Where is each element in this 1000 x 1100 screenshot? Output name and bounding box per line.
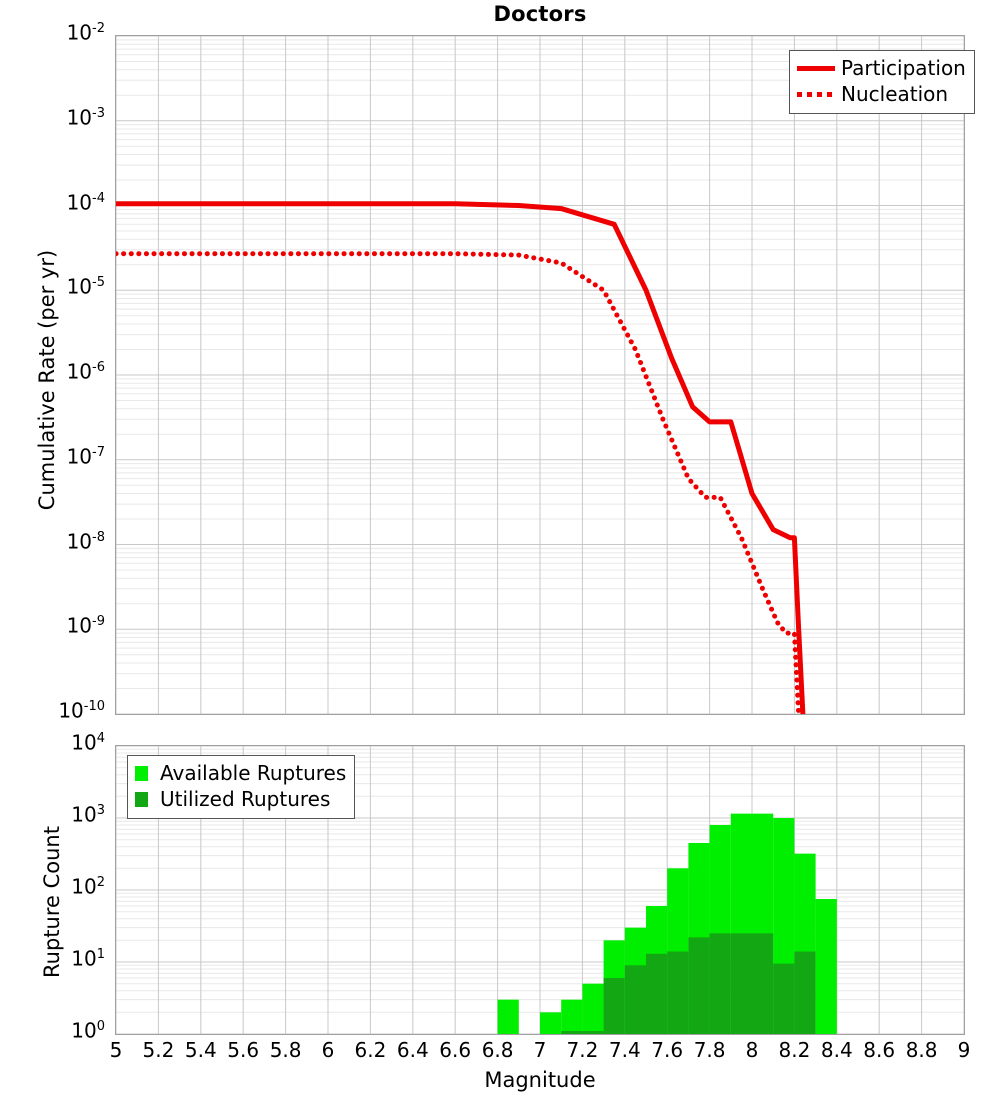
bar-utilized-ruptures (624, 965, 646, 1034)
bar-utilized-ruptures (752, 933, 774, 1034)
bar-utilized-ruptures (730, 933, 752, 1034)
x-tick-label: 9 (957, 1038, 971, 1062)
dotted-line-icon (797, 92, 835, 98)
top-plot-canvas (116, 36, 964, 714)
y-tick-label: 10-5 (66, 274, 105, 299)
color-swatch-icon (135, 792, 157, 808)
y-tick-label: 103 (71, 802, 105, 827)
bar-utilized-ruptures (667, 951, 689, 1034)
y-tick-label: 10-9 (66, 613, 105, 638)
bottom-chart-y-ticks: 104 103 102 101 100 (0, 700, 110, 1100)
bar-utilized-ruptures (794, 951, 816, 1034)
bar-available-ruptures (582, 983, 604, 1034)
bar-utilized-ruptures (646, 953, 668, 1034)
y-tick-label: 10-8 (66, 529, 105, 554)
y-tick-label: 100 (71, 1018, 105, 1043)
bar-utilized-ruptures (773, 963, 795, 1034)
x-tick-label: 7.8 (693, 1038, 726, 1062)
y-tick-label: 10-2 (66, 20, 105, 45)
x-tick-label: 8.6 (863, 1038, 896, 1062)
legend-label: Available Ruptures (160, 761, 347, 785)
legend-label: Participation (841, 56, 966, 80)
x-tick-label: 6.2 (354, 1038, 387, 1062)
bar-utilized-ruptures (561, 1031, 583, 1034)
x-tick-label: 7.4 (608, 1038, 641, 1062)
bar-available-ruptures (815, 899, 837, 1034)
bar-available-ruptures (497, 999, 519, 1034)
solid-line-icon (797, 65, 835, 71)
bar-available-ruptures (561, 999, 583, 1034)
page-title: Doctors (493, 2, 587, 26)
bottom-chart-legend: Available Ruptures Utilized Ruptures (127, 755, 356, 819)
x-tick-label: 5.6 (227, 1038, 260, 1062)
legend-item: Utilized Ruptures (135, 787, 346, 811)
x-axis-label: Magnitude (484, 1068, 596, 1092)
bar-available-ruptures (540, 1012, 562, 1034)
series-line-nucleation (116, 251, 802, 714)
x-tick-label: 5 (109, 1038, 123, 1062)
y-tick-label: 102 (71, 874, 105, 899)
x-tick-label: 6.6 (439, 1038, 472, 1062)
bar-utilized-ruptures (582, 1031, 604, 1034)
bar-utilized-ruptures (709, 933, 731, 1034)
top-chart-legend: Participation Nucleation (789, 50, 975, 114)
y-tick-label: 10-10 (58, 698, 105, 723)
y-tick-label: 101 (71, 946, 105, 971)
x-tick-label: 6.4 (396, 1038, 429, 1062)
legend-label: Utilized Ruptures (160, 787, 331, 812)
bar-utilized-ruptures (603, 977, 625, 1034)
x-tick-label: 7 (533, 1038, 547, 1062)
top-chart-y-ticks: 10-2 10-3 10-4 10-5 10-6 10-7 10-8 10-9 10-10 (0, 0, 110, 760)
x-tick-label: 5.8 (269, 1038, 302, 1062)
x-tick-label: 7.6 (651, 1038, 684, 1062)
y-tick-label: 10-4 (66, 190, 105, 215)
y-tick-label: 104 (71, 730, 105, 755)
x-tick-label: 8.4 (820, 1038, 853, 1062)
x-tick-label: 5.2 (142, 1038, 175, 1062)
legend-item: Nucleation (797, 82, 966, 106)
y-tick-label: 10-3 (66, 105, 105, 130)
y-tick-label: 10-7 (66, 444, 105, 469)
x-tick-label: 7.2 (566, 1038, 599, 1062)
x-tick-label: 8.2 (778, 1038, 811, 1062)
x-tick-label: 8 (745, 1038, 759, 1062)
legend-item: Participation (797, 56, 966, 80)
x-tick-label: 8.8 (905, 1038, 938, 1062)
series-line-participation (116, 201, 806, 714)
y-tick-label: 10-6 (66, 359, 105, 384)
color-swatch-icon (135, 765, 157, 781)
bar-utilized-ruptures (688, 937, 710, 1034)
x-tick-label: 5.4 (184, 1038, 217, 1062)
legend-label: Nucleation (841, 82, 949, 107)
x-tick-label: 6.8 (481, 1038, 514, 1062)
legend-item: Available Ruptures (135, 761, 346, 785)
cumulative-rate-plot (115, 35, 965, 715)
x-tick-label: 6 (321, 1038, 335, 1062)
